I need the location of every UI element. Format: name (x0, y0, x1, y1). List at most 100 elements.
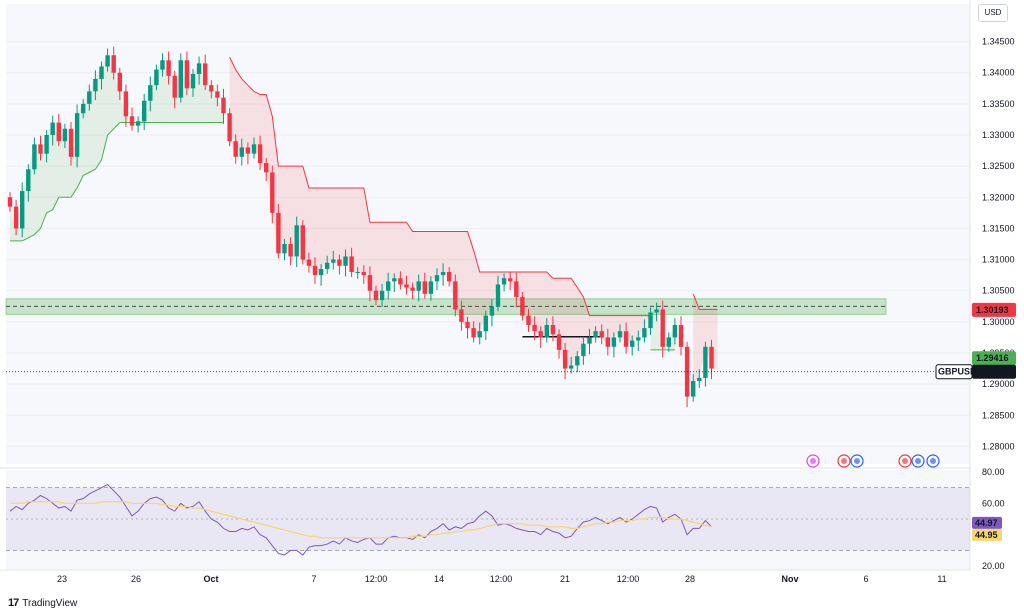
candle-body (379, 290, 385, 301)
price-tick-label: 1.32000 (982, 192, 1015, 202)
candle-body (532, 324, 537, 332)
candle-body (184, 60, 190, 89)
candle-body (477, 331, 482, 338)
symbol-tag: GBPUSD (938, 367, 977, 377)
candle-body (483, 315, 488, 332)
supertrend-up-fill (10, 55, 224, 241)
candle-body (556, 334, 562, 350)
candle-body (611, 337, 617, 347)
rsi-value-tag: 44.97 (975, 518, 998, 528)
candle-body (215, 91, 220, 98)
time-tick-label: 14 (434, 574, 444, 584)
candle-body (428, 281, 434, 294)
rsi-tick-label: 20.00 (982, 561, 1005, 571)
support-price-tag-bg (972, 351, 1016, 366)
candle-body (386, 281, 391, 291)
candle-body (367, 275, 373, 291)
candle-body (349, 256, 354, 273)
candle-body (172, 75, 177, 98)
candle-body (294, 225, 299, 257)
candle-body (288, 244, 293, 257)
candle-body (410, 287, 415, 291)
candle-body (434, 275, 440, 282)
time-tick-label: 11 (937, 574, 946, 584)
tradingview-mark-icon: 17 (8, 597, 19, 609)
candle-body (135, 121, 141, 126)
candle-body (221, 97, 226, 114)
candle-body (636, 337, 641, 341)
supertrend-up-line (10, 122, 224, 242)
candle-body (233, 141, 238, 157)
candle-body (373, 290, 379, 301)
candle-body (62, 128, 68, 142)
price-tick-label: 1.28000 (982, 441, 1015, 451)
flag-us-icon (850, 454, 864, 468)
candle-body (209, 85, 214, 92)
candle-body (325, 262, 330, 269)
price-tick-label: 1.30500 (982, 286, 1015, 296)
rsi-ma-tag-bg (972, 528, 1002, 541)
candle-body (654, 309, 659, 313)
candle-body (257, 144, 263, 164)
candle-body (495, 284, 501, 307)
price-tick-label: 1.33500 (982, 99, 1015, 109)
candle-body (672, 324, 678, 338)
flag-us-icon (911, 454, 925, 468)
time-tick-label: 26 (131, 574, 141, 584)
price-tick-label: 1.31000 (982, 255, 1015, 265)
candle-body (447, 272, 452, 282)
last-price-tag-bg (972, 364, 1016, 379)
price-tick-label: 1.30000 (982, 317, 1015, 327)
candle-body (129, 116, 135, 126)
tradingview-logo[interactable]: 17 TradingView (8, 597, 77, 609)
candle-body (459, 309, 464, 322)
resistance-price-tag-bg (972, 302, 1016, 317)
candle-body (538, 331, 543, 338)
candle-body (660, 309, 665, 347)
candle-body (501, 278, 507, 285)
candle-body (514, 281, 519, 297)
candle-body (709, 346, 714, 369)
price-tick-label: 1.31500 (982, 223, 1015, 233)
candle-body (666, 337, 671, 347)
candle-body (599, 331, 604, 338)
time-tick-label: 6 (863, 574, 868, 584)
candle-body (7, 197, 13, 207)
flag-us-icon (926, 454, 940, 468)
candle-body (416, 281, 421, 291)
candle-body (617, 331, 623, 338)
supertrend-down-line (692, 293, 718, 310)
candle-body (526, 315, 531, 325)
time-tick-label: 12:00 (617, 574, 640, 584)
support-zone-rect (5, 298, 887, 315)
candle-body (575, 356, 580, 366)
candle-body (648, 312, 653, 329)
price-pane-background (6, 4, 970, 464)
currency-selector-button[interactable]: USD (978, 4, 1008, 22)
candle-body (331, 259, 336, 263)
resistance-price-tag: 1.30193 (976, 305, 1009, 315)
flag-uk-icon (898, 454, 912, 468)
rsi-ma-tag: 44.95 (975, 530, 998, 540)
candle-body (123, 91, 129, 117)
candle-body (508, 278, 513, 282)
candle-body (300, 225, 305, 260)
candle-body (605, 337, 610, 347)
time-tick-label: 12:00 (490, 574, 513, 584)
candle-body (404, 284, 409, 288)
symbol-tag-bg (935, 364, 973, 380)
candle-body (99, 66, 104, 79)
support-price-tag: 1.29416 (976, 353, 1009, 363)
candle-body (270, 172, 275, 213)
candle-body (630, 340, 635, 347)
candle-body (361, 272, 366, 276)
candle-body (93, 78, 98, 92)
candle-body (623, 331, 629, 347)
candle-body (166, 60, 171, 76)
rsi-line (9, 483, 712, 556)
candle-body (276, 212, 281, 254)
candle-body (13, 206, 19, 229)
candle-body (196, 63, 202, 74)
candle-body (111, 55, 116, 73)
